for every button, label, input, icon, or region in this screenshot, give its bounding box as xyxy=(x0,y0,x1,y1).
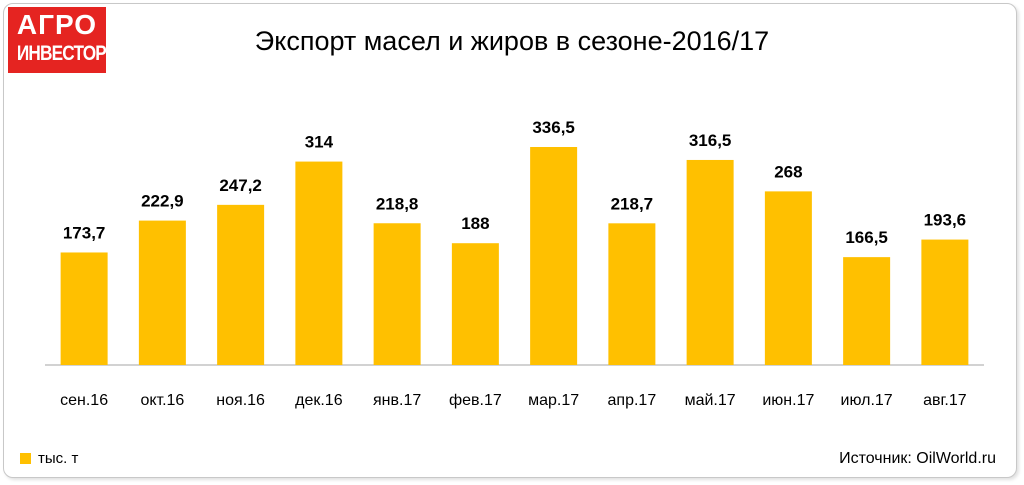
data-label: 247,2 xyxy=(219,176,262,195)
bar xyxy=(451,243,499,365)
logo-line-2: ИНВЕСТОР xyxy=(16,42,107,65)
data-label: 193,6 xyxy=(924,211,967,230)
data-label: 188 xyxy=(461,214,489,233)
bar xyxy=(608,223,656,365)
data-label: 336,5 xyxy=(532,118,575,137)
legend-label: тыс. т xyxy=(38,450,79,467)
source-note: Источник: OilWorld.ru xyxy=(839,450,996,467)
legend: тыс. т xyxy=(20,450,78,467)
bar xyxy=(686,159,734,365)
data-label: 173,7 xyxy=(63,223,106,242)
data-label: 166,5 xyxy=(845,228,888,247)
bar xyxy=(764,191,812,365)
x-tick-label: сен.16 xyxy=(60,392,108,409)
x-tick-label: фев.17 xyxy=(449,392,502,409)
bar xyxy=(530,147,578,365)
x-tick-label: окт.16 xyxy=(140,392,184,409)
x-tick-label: авг.17 xyxy=(923,392,967,409)
x-tick-label: июн.17 xyxy=(762,392,814,409)
data-label: 314 xyxy=(305,133,334,152)
bar xyxy=(295,161,343,365)
bar xyxy=(373,223,421,365)
legend-swatch xyxy=(20,453,31,464)
x-tick-label: ноя.16 xyxy=(216,392,265,409)
chart-title: Экспорт масел и жиров в сезоне-2016/17 xyxy=(254,26,770,56)
logo-line-1: АГРО xyxy=(16,9,98,40)
x-tick-label: июл.17 xyxy=(841,392,893,409)
x-tick-label: мар.17 xyxy=(528,392,579,409)
data-label: 218,7 xyxy=(611,194,654,213)
data-label: 268 xyxy=(774,162,802,181)
data-label: 218,8 xyxy=(376,194,419,213)
bar xyxy=(843,257,891,365)
x-tick-label: янв.17 xyxy=(373,392,421,409)
data-label: 222,9 xyxy=(141,192,184,211)
bar xyxy=(60,252,108,365)
bar xyxy=(138,220,186,365)
agroinvestor-logo: АГРО ИНВЕСТОР xyxy=(8,7,107,73)
x-tick-label: дек.16 xyxy=(295,392,343,409)
bar xyxy=(921,239,969,365)
bar xyxy=(217,204,265,365)
data-label: 316,5 xyxy=(689,131,732,150)
x-tick-label: апр.17 xyxy=(608,392,657,409)
x-tick-label: май.17 xyxy=(685,392,736,409)
